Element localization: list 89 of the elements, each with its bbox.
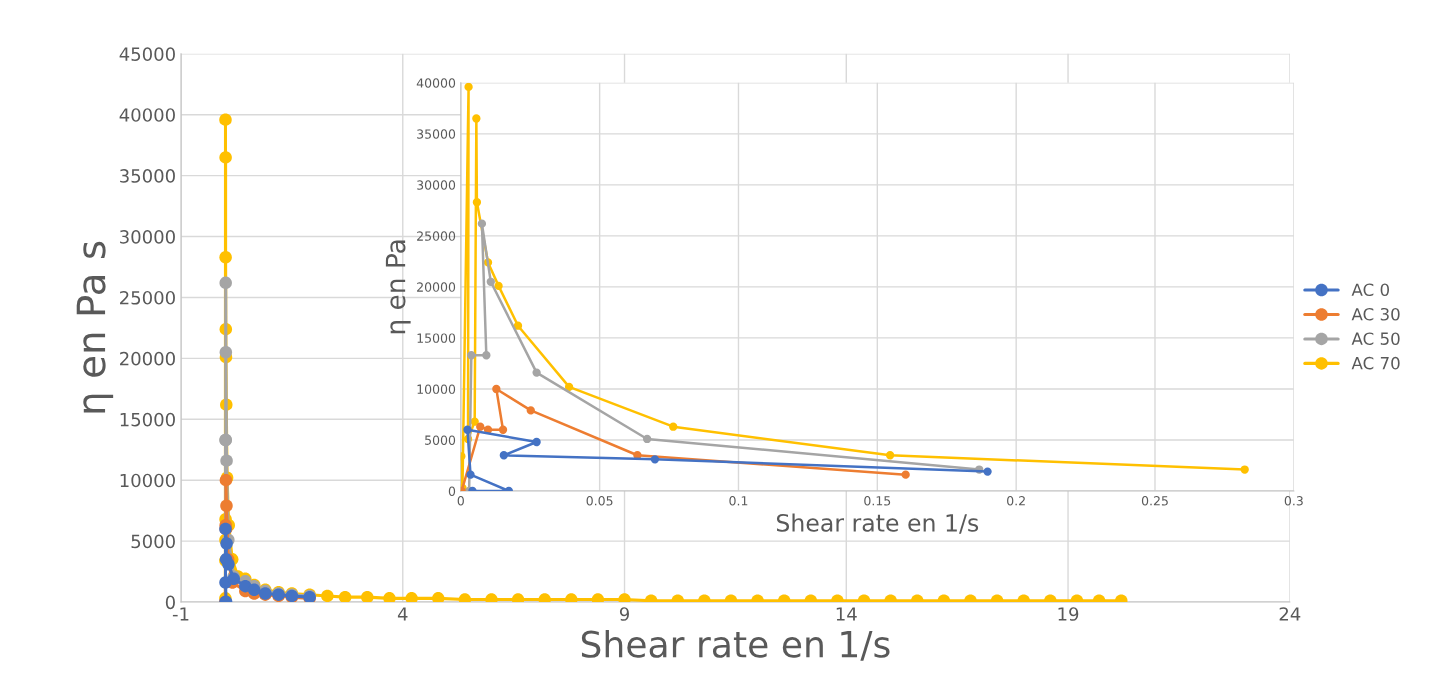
point bbox=[405, 592, 418, 603]
y-tick-label: 25000 bbox=[417, 231, 456, 241]
y-tick-label: 10000 bbox=[417, 384, 456, 394]
point bbox=[511, 593, 525, 603]
legend-label: AC 0 bbox=[1351, 283, 1390, 297]
y-tick-label: 25000 bbox=[120, 290, 175, 305]
x-tick-label: 0.05 bbox=[586, 496, 613, 506]
y-tick-label: 10000 bbox=[120, 473, 175, 488]
x-axis-title: Shear rate en 1/s bbox=[581, 629, 890, 661]
point bbox=[219, 113, 232, 126]
point bbox=[338, 590, 352, 603]
legend-label: AC 50 bbox=[1351, 332, 1400, 345]
point bbox=[219, 276, 232, 290]
point bbox=[219, 151, 232, 164]
point bbox=[458, 593, 472, 603]
point bbox=[538, 593, 551, 603]
y-axis-title: η en Pa bbox=[385, 240, 411, 334]
point bbox=[476, 422, 485, 431]
point bbox=[222, 558, 235, 571]
x-tick-label: 0.3 bbox=[1284, 496, 1303, 506]
y-tick-label: 30000 bbox=[417, 180, 456, 190]
point bbox=[361, 590, 374, 603]
x-tick-label: 0.25 bbox=[1141, 496, 1168, 506]
point bbox=[565, 593, 578, 603]
point bbox=[463, 425, 472, 434]
point bbox=[220, 537, 233, 550]
y-tick-label: 45000 bbox=[119, 47, 175, 61]
point bbox=[472, 198, 482, 207]
point bbox=[526, 406, 535, 415]
point bbox=[220, 454, 233, 467]
point bbox=[650, 455, 660, 464]
point bbox=[983, 467, 992, 476]
x-tick-label: 0.15 bbox=[864, 496, 891, 506]
point bbox=[1240, 465, 1249, 474]
point bbox=[669, 422, 678, 431]
point bbox=[532, 437, 541, 447]
point bbox=[219, 251, 232, 264]
x-tick-label: 14 bbox=[836, 607, 857, 621]
point bbox=[466, 470, 475, 479]
point bbox=[383, 592, 396, 603]
x-tick-label: 0.1 bbox=[729, 496, 748, 506]
point bbox=[219, 346, 233, 359]
x-tick-label: 9 bbox=[619, 607, 629, 621]
point bbox=[220, 499, 233, 513]
x-axis-title: Shear rate en 1/s bbox=[776, 513, 979, 534]
y-tick-label: 15000 bbox=[417, 333, 456, 343]
point bbox=[321, 589, 334, 603]
y-tick-label: 20000 bbox=[120, 351, 175, 366]
x-tick-label: 24 bbox=[1279, 607, 1301, 621]
point bbox=[219, 433, 233, 447]
y-tick-label: 40000 bbox=[416, 78, 456, 88]
y-tick-label: 0 bbox=[165, 595, 175, 610]
point bbox=[485, 593, 498, 603]
point bbox=[464, 82, 473, 92]
y-tick-label: 20000 bbox=[417, 282, 456, 292]
point bbox=[885, 451, 895, 460]
point bbox=[477, 219, 487, 228]
y-tick-label: 5000 bbox=[131, 534, 175, 549]
point bbox=[467, 351, 476, 360]
point bbox=[247, 583, 261, 597]
point bbox=[492, 384, 501, 394]
point bbox=[618, 593, 631, 603]
x-tick-label: 19 bbox=[1058, 607, 1079, 621]
point bbox=[432, 592, 445, 603]
x-tick-label: 0.2 bbox=[1007, 496, 1025, 506]
y-tick-label: 15000 bbox=[120, 412, 175, 427]
y-tick-label: 35000 bbox=[120, 169, 175, 183]
point bbox=[532, 368, 541, 377]
x-tick-label: 0 bbox=[457, 496, 464, 506]
y-tick-label: 30000 bbox=[120, 230, 175, 244]
point bbox=[499, 451, 509, 460]
point bbox=[482, 351, 491, 360]
point bbox=[486, 277, 495, 286]
point bbox=[901, 470, 910, 479]
point bbox=[513, 321, 523, 330]
point bbox=[642, 434, 652, 444]
y-tick-label: 5000 bbox=[425, 435, 456, 445]
y-tick-label: 40000 bbox=[119, 108, 175, 122]
x-tick-label: 4 bbox=[397, 607, 408, 621]
point bbox=[498, 425, 508, 434]
y-tick-label: 35000 bbox=[417, 129, 456, 139]
legend-label: AC 70 bbox=[1351, 356, 1400, 370]
point bbox=[472, 114, 481, 123]
x-tick-label: -1 bbox=[172, 607, 189, 621]
y-axis-title: η en Pa s bbox=[76, 241, 114, 413]
point bbox=[591, 593, 605, 603]
point bbox=[494, 281, 503, 291]
y-tick-label: 0 bbox=[448, 486, 456, 496]
legend-label: AC 30 bbox=[1351, 307, 1400, 321]
